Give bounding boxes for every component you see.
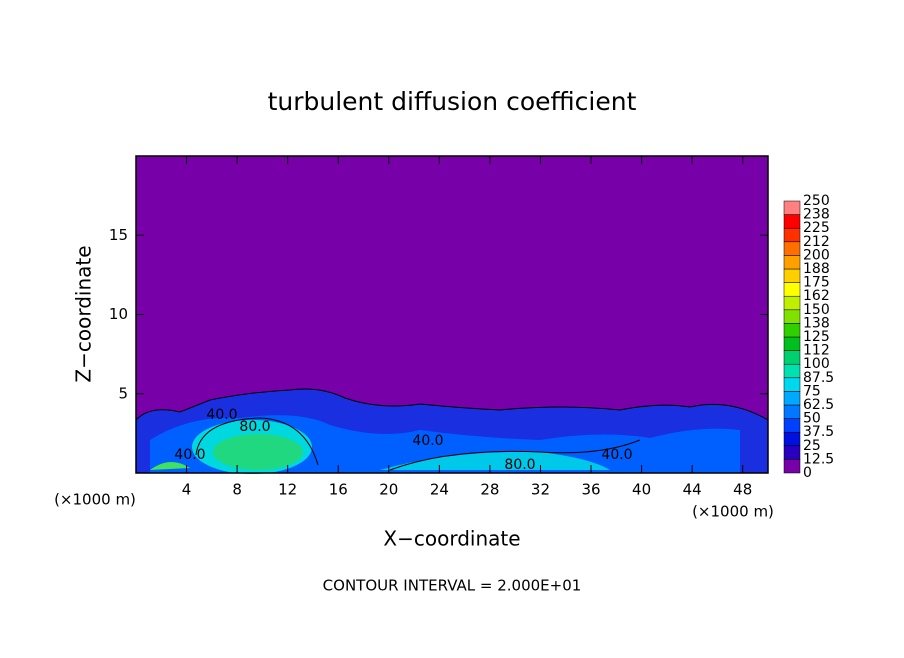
x-tick-label: 8 <box>232 481 242 499</box>
contour-label: 40.0 <box>601 447 632 463</box>
colorbar-bin <box>783 431 801 447</box>
x-tick-label: 16 <box>329 481 348 499</box>
y-tick-label: 10 <box>109 305 128 323</box>
colorbar-bin <box>783 363 801 379</box>
y-tick-label: 5 <box>118 384 128 402</box>
colorbar-bin <box>783 323 801 338</box>
colorbar-label: 175 <box>803 275 830 291</box>
x-tick-label: 36 <box>581 481 600 499</box>
field-region <box>380 451 610 470</box>
x-tick-label: 20 <box>379 481 398 499</box>
contour-label: 80.0 <box>239 419 270 435</box>
colorbar-label: 138 <box>803 315 830 331</box>
x-tick-label: 40 <box>632 481 651 499</box>
contour-label: 40.0 <box>412 433 443 449</box>
colorbar-label: 75 <box>803 383 821 399</box>
field-region <box>150 461 190 470</box>
colorbar-label: 200 <box>803 247 830 263</box>
colorbar-bin <box>783 391 801 406</box>
colorbar-label: 238 <box>803 207 830 223</box>
x-tick-label: 12 <box>278 481 297 499</box>
x-tick-label: 4 <box>182 481 192 499</box>
colorbar-label: 162 <box>803 288 830 304</box>
colorbar-bin <box>783 459 801 474</box>
colorbar-bin <box>783 200 801 215</box>
x-tick-label: 32 <box>531 481 550 499</box>
colorbar-label: 87.5 <box>803 370 834 386</box>
colorbar-bin <box>783 227 801 243</box>
x-axis-label: X−coordinate <box>383 527 520 551</box>
colorbar-label: 125 <box>803 329 830 345</box>
colorbar-bin <box>783 404 801 419</box>
contour-line <box>195 417 319 466</box>
colorbar-label: 225 <box>803 220 830 236</box>
footnote: CONTOUR INTERVAL = 2.000E+01 <box>323 577 582 595</box>
colorbar-bin <box>783 295 801 311</box>
contour-line <box>135 388 769 421</box>
colorbar-bin <box>783 309 801 324</box>
contour-label: 40.0 <box>206 407 237 423</box>
colorbar-bin <box>783 255 801 270</box>
colorbar-label: 112 <box>803 343 830 359</box>
contour-field <box>135 156 769 474</box>
colorbar-bin <box>783 268 801 283</box>
x-unit-label: (×1000 m) <box>54 491 136 509</box>
colorbar-bin <box>783 336 801 351</box>
x-tick-label: 44 <box>683 481 702 499</box>
colorbar-label: 37.5 <box>803 424 834 440</box>
colorbar-label: 12.5 <box>803 451 834 467</box>
colorbar-label: 50 <box>803 411 821 427</box>
colorbar-label: 250 <box>803 193 830 209</box>
colorbar-label: 188 <box>803 261 830 277</box>
colorbar-bin <box>783 418 801 433</box>
field-region <box>213 434 303 470</box>
y-axis-label: Z−coordinate <box>72 245 96 382</box>
contour-line <box>389 439 641 471</box>
x-tick-label: 48 <box>733 481 752 499</box>
colorbar-bin <box>783 241 801 256</box>
contour-label: 80.0 <box>504 457 535 473</box>
x-tick-label: 28 <box>480 481 499 499</box>
chart-title: turbulent diffusion coefficient <box>268 87 637 116</box>
y-tick-label: 15 <box>109 226 128 244</box>
colorbar-bin <box>783 445 801 460</box>
x-tick-label: 24 <box>430 481 449 499</box>
colorbar-label: 62.5 <box>803 397 834 413</box>
colorbar-bin <box>783 377 801 392</box>
y-unit-label: (×1000 m) <box>692 503 774 521</box>
colorbar-label: 100 <box>803 356 830 372</box>
colorbar-bin <box>783 350 801 365</box>
colorbar-bin <box>783 282 801 297</box>
colorbar-bin <box>783 214 801 229</box>
colorbar-label: 150 <box>803 302 830 318</box>
colorbar-label: 212 <box>803 234 830 250</box>
contour-label: 40.0 <box>174 447 205 463</box>
colorbar-label: 25 <box>803 438 821 454</box>
colorbar-label: 0 <box>803 465 812 481</box>
